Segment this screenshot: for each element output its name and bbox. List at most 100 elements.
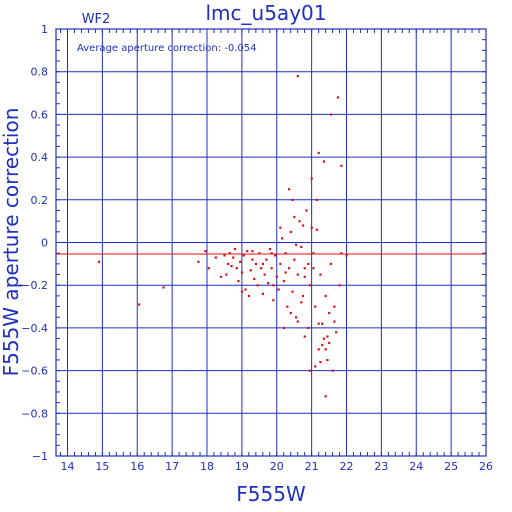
data-point: [291, 198, 294, 201]
data-point: [314, 305, 317, 308]
data-point: [319, 361, 322, 364]
data-point: [293, 215, 296, 219]
data-point: [319, 273, 322, 276]
data-point: [324, 348, 327, 351]
data-point: [340, 164, 343, 167]
data-point: [324, 294, 327, 298]
data-point: [308, 369, 312, 372]
data-point: [287, 188, 291, 191]
data-point: [249, 269, 252, 272]
y-tick-label: 0.2: [31, 194, 49, 207]
data-point: [326, 358, 329, 362]
data-point: [300, 301, 303, 304]
data-point: [294, 316, 298, 319]
data-point: [284, 271, 287, 274]
data-point: [272, 299, 275, 302]
x-tick-label: 22: [340, 460, 354, 473]
data-point: [336, 96, 339, 99]
data-point: [294, 243, 298, 246]
data-point: [219, 275, 223, 278]
x-axis-label: F555W: [236, 482, 306, 506]
x-tick-label: 25: [444, 460, 458, 473]
data-point: [258, 252, 261, 255]
x-tick-label: 26: [479, 460, 493, 473]
data-point: [162, 286, 165, 289]
data-point: [293, 258, 296, 261]
data-point: [279, 262, 282, 266]
data-point: [251, 258, 254, 261]
x-tick-label: 18: [200, 460, 214, 473]
data-point: [333, 305, 336, 308]
data-point: [307, 326, 310, 330]
data-point: [232, 256, 235, 259]
data-point: [244, 288, 247, 291]
data-point: [223, 254, 226, 257]
data-point: [275, 275, 278, 278]
data-point: [308, 284, 312, 287]
y-tick-label: 0.6: [31, 108, 49, 121]
data-point: [270, 252, 273, 255]
y-tick-label: 1: [41, 23, 48, 36]
data-point: [301, 224, 305, 227]
average-annotation: Average aperture correction: -0.054: [77, 43, 257, 54]
y-tick-label: −0.2: [21, 279, 48, 292]
data-point: [317, 322, 320, 325]
data-point: [261, 262, 265, 266]
data-point: [279, 226, 282, 229]
data-point: [289, 230, 292, 234]
data-point: [256, 284, 259, 287]
data-point: [268, 247, 271, 251]
data-point: [247, 294, 251, 298]
data-point: [284, 252, 287, 255]
data-point: [328, 311, 331, 315]
data-point: [329, 113, 333, 116]
data-point: [326, 335, 329, 338]
data-point: [303, 267, 306, 270]
data-point: [315, 198, 319, 201]
data-point: [226, 262, 230, 266]
data-point: [265, 258, 268, 261]
data-point: [305, 209, 308, 212]
data-point: [321, 343, 324, 347]
data-point: [270, 267, 273, 270]
data-point: [324, 395, 327, 398]
data-point: [296, 320, 299, 323]
y-tick-label: 0: [41, 237, 48, 250]
data-point: [317, 348, 320, 351]
data-point: [303, 335, 306, 338]
data-point: [322, 337, 326, 340]
data-point: [197, 260, 200, 263]
data-point: [333, 320, 336, 323]
data-point: [242, 254, 245, 257]
data-point: [310, 177, 313, 180]
data-point: [317, 151, 320, 155]
data-point: [291, 290, 294, 293]
data-point: [328, 341, 331, 345]
data-point: [97, 260, 101, 263]
data-point: [251, 250, 254, 253]
data-point: [307, 262, 310, 266]
chart-title: lmc_u5ay01: [206, 1, 327, 25]
data-point: [225, 273, 228, 276]
data-point: [138, 303, 141, 306]
data-point: [240, 271, 244, 274]
x-tick-label: 19: [235, 460, 249, 473]
data-point: [235, 267, 238, 270]
y-tick-label: −0.8: [21, 407, 48, 420]
data-point: [267, 282, 270, 285]
data-point: [329, 262, 333, 266]
data-point: [274, 254, 277, 257]
data-point: [286, 305, 289, 308]
data-point: [230, 264, 233, 268]
y-tick-label: −0.4: [21, 322, 48, 335]
data-point: [214, 256, 217, 259]
x-tick-label: 20: [270, 460, 284, 473]
data-point: [289, 311, 292, 315]
data-point: [300, 245, 303, 248]
data-point: [204, 250, 207, 253]
y-tick-label: 0.8: [31, 66, 49, 79]
x-tick-label: 14: [61, 460, 75, 473]
x-tick-label: 16: [130, 460, 144, 473]
y-axis-label: F555W aperture correction: [0, 108, 23, 377]
